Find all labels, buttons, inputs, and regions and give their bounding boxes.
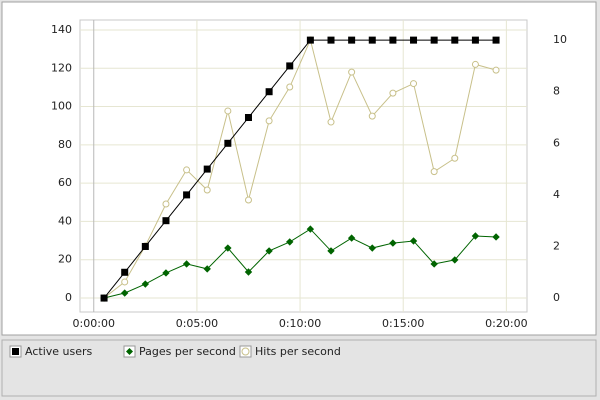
marker [224,244,232,252]
y-tick-label: 60 [58,176,72,189]
marker [306,225,315,233]
series-line [103,38,497,299]
legend-label: Hits per second [255,345,341,358]
marker [265,117,273,125]
y2-tick-label: 8 [553,85,560,98]
marker [141,242,149,250]
legend-marker [241,347,250,356]
y2-tick-label: 2 [553,239,560,252]
marker [203,265,211,273]
marker [183,191,191,199]
marker [286,83,294,91]
marker [430,260,438,268]
marker [327,36,335,44]
y2-tick-label: 0 [553,291,560,304]
marker [368,244,376,252]
marker [368,36,376,44]
marker [368,112,376,120]
marker [121,268,129,276]
marker [141,280,150,288]
marker [183,166,191,174]
x-tick-label: 0:15:00 [382,317,424,330]
marker [162,200,170,208]
marker [389,36,397,44]
legend-marker [126,348,133,355]
marker [492,66,500,74]
marker [120,289,129,297]
marker [203,165,211,173]
y2-tick-label: 10 [553,33,567,46]
marker [182,260,191,268]
marker [492,36,500,44]
marker [224,139,232,147]
marker [348,68,356,76]
marker [327,247,335,255]
x-tick-label: 0:20:00 [485,317,527,330]
x-tick-label: 0:05:00 [176,317,218,330]
y-tick-label: 100 [51,100,72,113]
x-tick-label: 0:10:00 [279,317,321,330]
marker [347,234,356,242]
marker [389,239,397,247]
marker [203,186,211,194]
marker [121,278,129,286]
series-line [103,228,497,299]
marker [492,233,500,241]
marker [348,36,356,44]
marker [265,247,273,255]
marker [471,60,479,68]
marker [286,62,294,70]
y-tick-label: 20 [58,253,72,266]
marker [162,269,170,277]
y-tick-label: 80 [58,138,72,151]
marker [410,36,418,44]
y-tick-label: 120 [51,61,72,74]
y2-tick-label: 6 [553,136,560,149]
marker [410,80,418,88]
y-tick-label: 0 [65,291,72,304]
legend-panel [1,339,597,397]
marker [265,88,273,96]
marker [244,268,253,276]
marker [224,107,232,115]
marker [162,217,170,225]
marker [451,36,459,44]
marker [471,232,480,240]
y2-tick-label: 4 [553,188,560,201]
marker [244,196,252,204]
marker [430,168,438,176]
plot-area [79,19,528,313]
marker [451,154,459,162]
legend-label: Pages per second [139,345,236,358]
marker [327,118,335,126]
marker [389,89,397,97]
marker [100,294,108,302]
marker [471,36,479,44]
x-tick-label: 0:00:00 [73,317,115,330]
marker [306,36,314,44]
y-tick-label: 40 [58,214,72,227]
legend-marker [12,348,19,355]
marker [451,256,459,264]
legend-label: Active users [25,345,93,358]
marker [409,237,418,245]
marker [286,238,294,246]
marker [430,36,438,44]
y-tick-label: 140 [51,23,72,36]
marker [244,114,252,122]
